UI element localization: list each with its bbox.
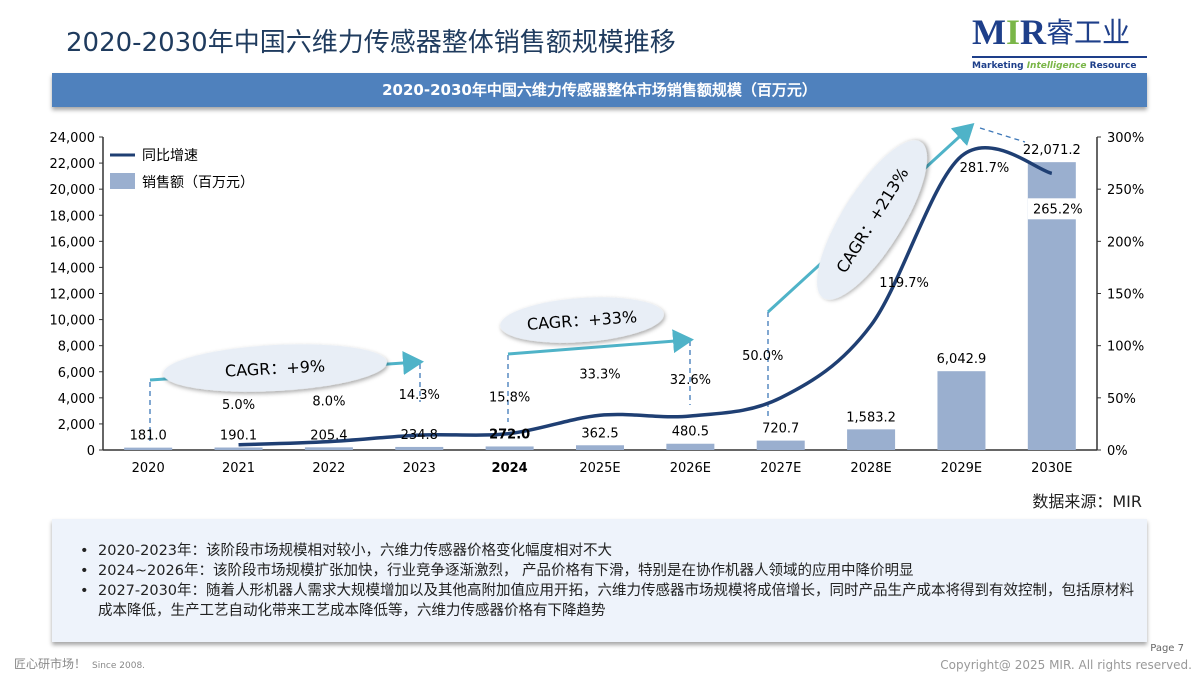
note-item: 2024~2026年：该阶段市场规模扩张加快，行业竞争逐渐激烈， 产品价格有下滑…	[80, 561, 1147, 581]
growth-value-label: 32.6%	[670, 373, 711, 388]
bar-2023	[395, 446, 444, 450]
left-tick-label: 24,000	[50, 131, 96, 146]
bar-2020	[124, 447, 173, 450]
right-tick-label: 250%	[1107, 183, 1144, 198]
cagr-arrow	[507, 329, 694, 356]
x-tick-label: 2025E	[579, 461, 620, 476]
x-tick-label: 2023	[403, 461, 436, 476]
bar-value-label: 480.5	[672, 425, 709, 440]
left-tick-label: 8,000	[58, 340, 95, 355]
growth-value-label: 5.0%	[222, 398, 255, 413]
legend: 同比增速 销售额（百万元）	[110, 148, 254, 191]
bar-2022	[304, 447, 353, 450]
chart-title-banner: 2020-2030年中国六维力传感器整体市场销售额规模（百万元）	[52, 73, 1147, 107]
left-tick-label: 2,000	[58, 418, 95, 433]
dashed-guide	[979, 127, 1026, 143]
bar-2025E	[576, 445, 624, 450]
right-tick-label: 200%	[1107, 235, 1144, 250]
growth-value-label: 265.2%	[1033, 202, 1083, 217]
left-tick-label: 0	[87, 444, 95, 459]
bar-value-label: 1,583.2	[846, 410, 896, 425]
page-title: 2020-2030年中国六维力传感器整体销售额规模推移	[66, 28, 676, 58]
right-tick-label: 100%	[1107, 340, 1144, 355]
mir-logo: MIR睿工业 Marketing Intelligence Resource	[972, 14, 1162, 71]
copyright: Copyright@ 2025 MIR. All rights reserved…	[940, 658, 1192, 672]
page-number: Page 7	[1150, 643, 1184, 654]
left-tick-label: 14,000	[50, 261, 96, 276]
growth-value-label: 50.0%	[742, 349, 783, 364]
growth-value-label: 281.7%	[960, 161, 1010, 176]
growth-value-label: 8.0%	[312, 395, 345, 410]
x-tick-label: 2024	[492, 461, 528, 476]
left-tick-label: 16,000	[50, 235, 96, 250]
growth-value-label: 14.3%	[399, 388, 440, 403]
left-tick-label: 22,000	[50, 157, 96, 172]
note-item: 2027-2030年：随着人形机器人需求大规模增加以及其他高附加值应用开拓，六维…	[80, 581, 1147, 621]
x-tick-label: 2029E	[941, 461, 982, 476]
left-tick-label: 4,000	[58, 392, 95, 407]
bar-value-label: 272.0	[489, 427, 530, 442]
growth-value-label: 119.7%	[879, 276, 929, 291]
left-tick-label: 18,000	[50, 209, 96, 224]
legend-bar-swatch	[110, 173, 135, 189]
left-tick-label: 20,000	[50, 183, 96, 198]
x-tick-label: 2028E	[850, 461, 891, 476]
bar-2029E	[937, 371, 986, 450]
bar-2024	[485, 446, 534, 450]
bar-2028E	[847, 429, 896, 450]
x-tick-label: 2030E	[1031, 461, 1072, 476]
bar-value-label: 234.8	[401, 428, 438, 443]
bar-2027E	[756, 440, 805, 450]
cagr-callout: CAGR：+33%	[500, 297, 664, 343]
legend-growth: 同比增速	[142, 148, 198, 164]
bar-value-label: 190.1	[220, 429, 257, 444]
footer-slogan: 匠心研市场！ Since 2008.	[14, 657, 146, 671]
growth-value-label: 15.8%	[489, 391, 530, 406]
x-tick-label: 2026E	[670, 461, 711, 476]
left-tick-label: 10,000	[50, 314, 96, 329]
growth-line	[238, 146, 1053, 447]
bar-value-label: 205.4	[310, 428, 347, 443]
right-tick-label: 0%	[1107, 444, 1128, 459]
x-tick-label: 2027E	[760, 461, 801, 476]
left-tick-label: 12,000	[50, 288, 96, 303]
legend-sales: 销售额（百万元）	[142, 175, 254, 191]
right-tick-label: 150%	[1107, 288, 1144, 303]
notes-box: 2020-2023年：该阶段市场规模相对较小，六维力传感器价格变化幅度相对不大 …	[52, 519, 1147, 642]
right-tick-label: 300%	[1107, 131, 1144, 146]
bar-value-label: 181.0	[130, 429, 167, 444]
left-tick-label: 6,000	[58, 366, 95, 381]
x-tick-label: 2020	[132, 461, 165, 476]
right-tick-label: 50%	[1107, 392, 1136, 407]
x-tick-label: 2022	[312, 461, 345, 476]
bar-value-label: 22,071.2	[1023, 143, 1081, 158]
cagr-callout: CAGR：+9%	[163, 344, 387, 392]
bar-2021	[214, 447, 263, 450]
note-item: 2020-2023年：该阶段市场规模相对较小，六维力传感器价格变化幅度相对不大	[80, 541, 1147, 561]
growth-value-label: 33.3%	[579, 367, 620, 382]
data-source: 数据来源：MIR	[1032, 492, 1142, 511]
bar-2026E	[666, 443, 715, 450]
bar-value-label: 720.7	[762, 422, 799, 437]
bar-value-label: 362.5	[581, 426, 618, 441]
bar-value-label: 6,042.9	[937, 352, 987, 367]
x-tick-label: 2021	[222, 461, 255, 476]
